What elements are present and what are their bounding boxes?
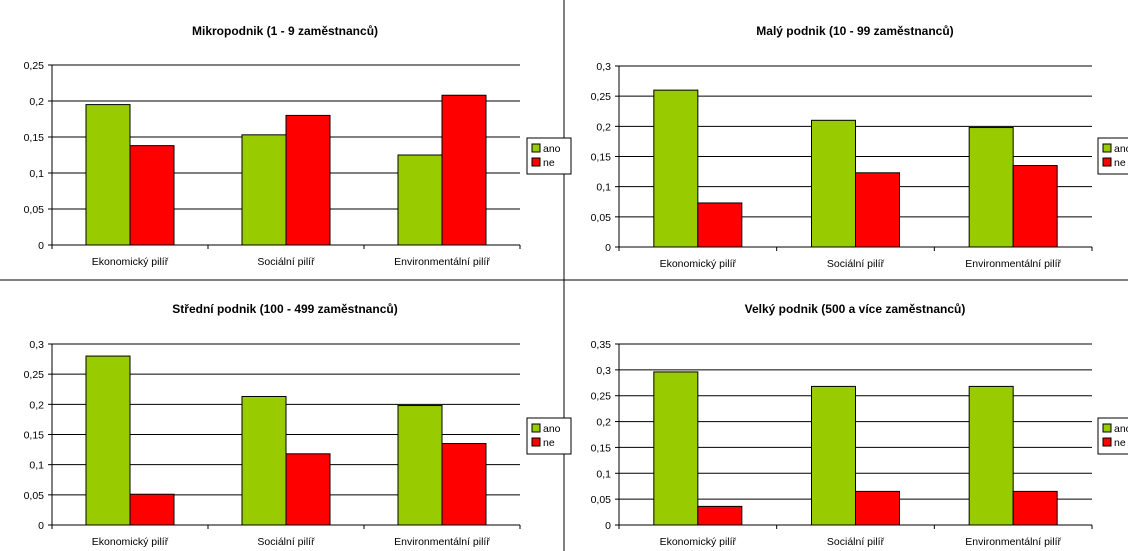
y-tick-label: 0,2 [29,96,44,108]
bar-ne [285,114,331,246]
x-tick-label: Ekonomický pilíř [92,536,169,548]
bar-ano [811,119,856,248]
x-tick-label: Environmentální pilíř [965,258,1061,270]
bar-ne [129,145,175,246]
bar-ne [441,94,487,246]
legend-swatch-ne [1102,437,1112,447]
legend-swatch-ano [1102,143,1112,153]
legend: ano ne [526,417,572,455]
legend-swatch-ne [1102,157,1112,167]
bar-ano [653,89,699,248]
y-tick-label: 0 [605,242,611,254]
y-tick-label: 0 [605,520,611,532]
y-tick-label: 0,05 [24,204,45,216]
legend-box [1097,137,1128,175]
legend: ano ne [1097,417,1128,455]
x-tick-label: Sociální pilíř [257,256,315,268]
legend-swatch-ano [1102,423,1112,433]
y-tick-label: 0,25 [24,60,45,72]
bar-ano [811,385,856,526]
bar-ano [397,154,443,246]
y-tick-label: 0 [38,520,44,532]
chart-1: Mikropodnik (1 - 9 zaměstnanců) 0 0,05 0,1 0… [24,24,572,268]
bar-ano [241,395,287,526]
legend-label-ano: ano [543,423,561,435]
y-tick-label: 0,15 [24,132,45,144]
bar-ano [397,405,443,526]
chart-3: Střední podnik (100 - 499 zaměstnanců) 0 0… [24,302,572,548]
bar-ano [85,355,131,526]
chart-title: Velký podnik (500 a více zaměstnanců) [745,302,966,316]
legend: ano ne [1097,137,1128,175]
y-tick-label: 0,3 [596,61,611,73]
x-tick-label: Environmentální pilíř [394,536,490,548]
bar-ano [968,127,1014,248]
y-tick-label: 0,05 [591,212,612,224]
bar-ne [855,172,900,248]
x-tick-label: Ekonomický pilíř [660,258,737,270]
legend-label-ne: ne [1114,437,1126,449]
y-tick-label: 0,25 [591,391,612,403]
x-tick-label: Ekonomický pilíř [92,256,169,268]
y-tick-label: 0,05 [24,490,45,502]
bar-ne [1012,490,1058,526]
legend-label-ne: ne [1114,157,1126,169]
x-tick-label: Sociální pilíř [827,536,885,548]
y-tick-label: 0,15 [24,430,45,442]
bar-ano [653,371,699,526]
chart-2: Malý podnik (10 - 99 zaměstnanců) 0 0,05 0,… [591,24,1128,270]
y-tick-label: 0,1 [596,468,611,480]
bar-ne [697,202,743,248]
bar-ne [129,493,175,526]
legend-label-ne: ne [543,437,555,449]
y-tick-label: 0,1 [29,460,44,472]
bar-ne [285,453,331,526]
legend-label-ano: ano [543,143,561,155]
bar-ano [85,104,131,246]
chart-title: Střední podnik (100 - 499 zaměstnanců) [172,302,397,316]
y-tick-label: 0,2 [596,121,611,133]
legend-swatch-ano [531,423,541,433]
bar-ne [1012,165,1058,248]
y-tick-label: 0,3 [29,339,44,351]
y-tick-label: 0,1 [596,182,611,194]
bar-ne [855,490,900,526]
bar-ano [241,134,287,246]
x-tick-label: Sociální pilíř [257,536,315,548]
legend-box [526,137,572,175]
x-tick-label: Environmentální pilíř [394,256,490,268]
legend-swatch-ne [531,437,541,447]
x-tick-label: Environmentální pilíř [965,536,1061,548]
y-tick-label: 0,15 [591,442,612,454]
y-tick-label: 0,05 [591,494,612,506]
bar-ano [968,385,1014,526]
y-tick-label: 0,2 [29,399,44,411]
legend: ano ne [526,137,572,175]
chart-4: Velký podnik (500 a více zaměstnanců) 0 0,… [591,302,1128,548]
bar-ne [441,443,487,526]
y-tick-label: 0,15 [591,152,612,164]
legend-swatch-ano [531,143,541,153]
legend-label-ano: ano [1114,423,1128,435]
y-tick-label: 0,3 [596,365,611,377]
chart-title: Mikropodnik (1 - 9 zaměstnanců) [192,24,378,38]
y-tick-label: 0,25 [591,91,612,103]
y-tick-label: 0 [38,240,44,252]
chart-title: Malý podnik (10 - 99 zaměstnanců) [756,24,953,38]
legend-swatch-ne [531,157,541,167]
y-tick-label: 0,25 [24,369,45,381]
y-tick-label: 0,35 [591,339,612,351]
y-tick-label: 0,1 [29,168,44,180]
legend-label-ne: ne [543,157,555,169]
y-tick-label: 0,2 [596,417,611,429]
x-tick-label: Ekonomický pilíř [660,536,737,548]
legend-label-ano: ano [1114,143,1128,155]
x-tick-label: Sociální pilíř [827,258,885,270]
bar-ne [697,505,743,526]
